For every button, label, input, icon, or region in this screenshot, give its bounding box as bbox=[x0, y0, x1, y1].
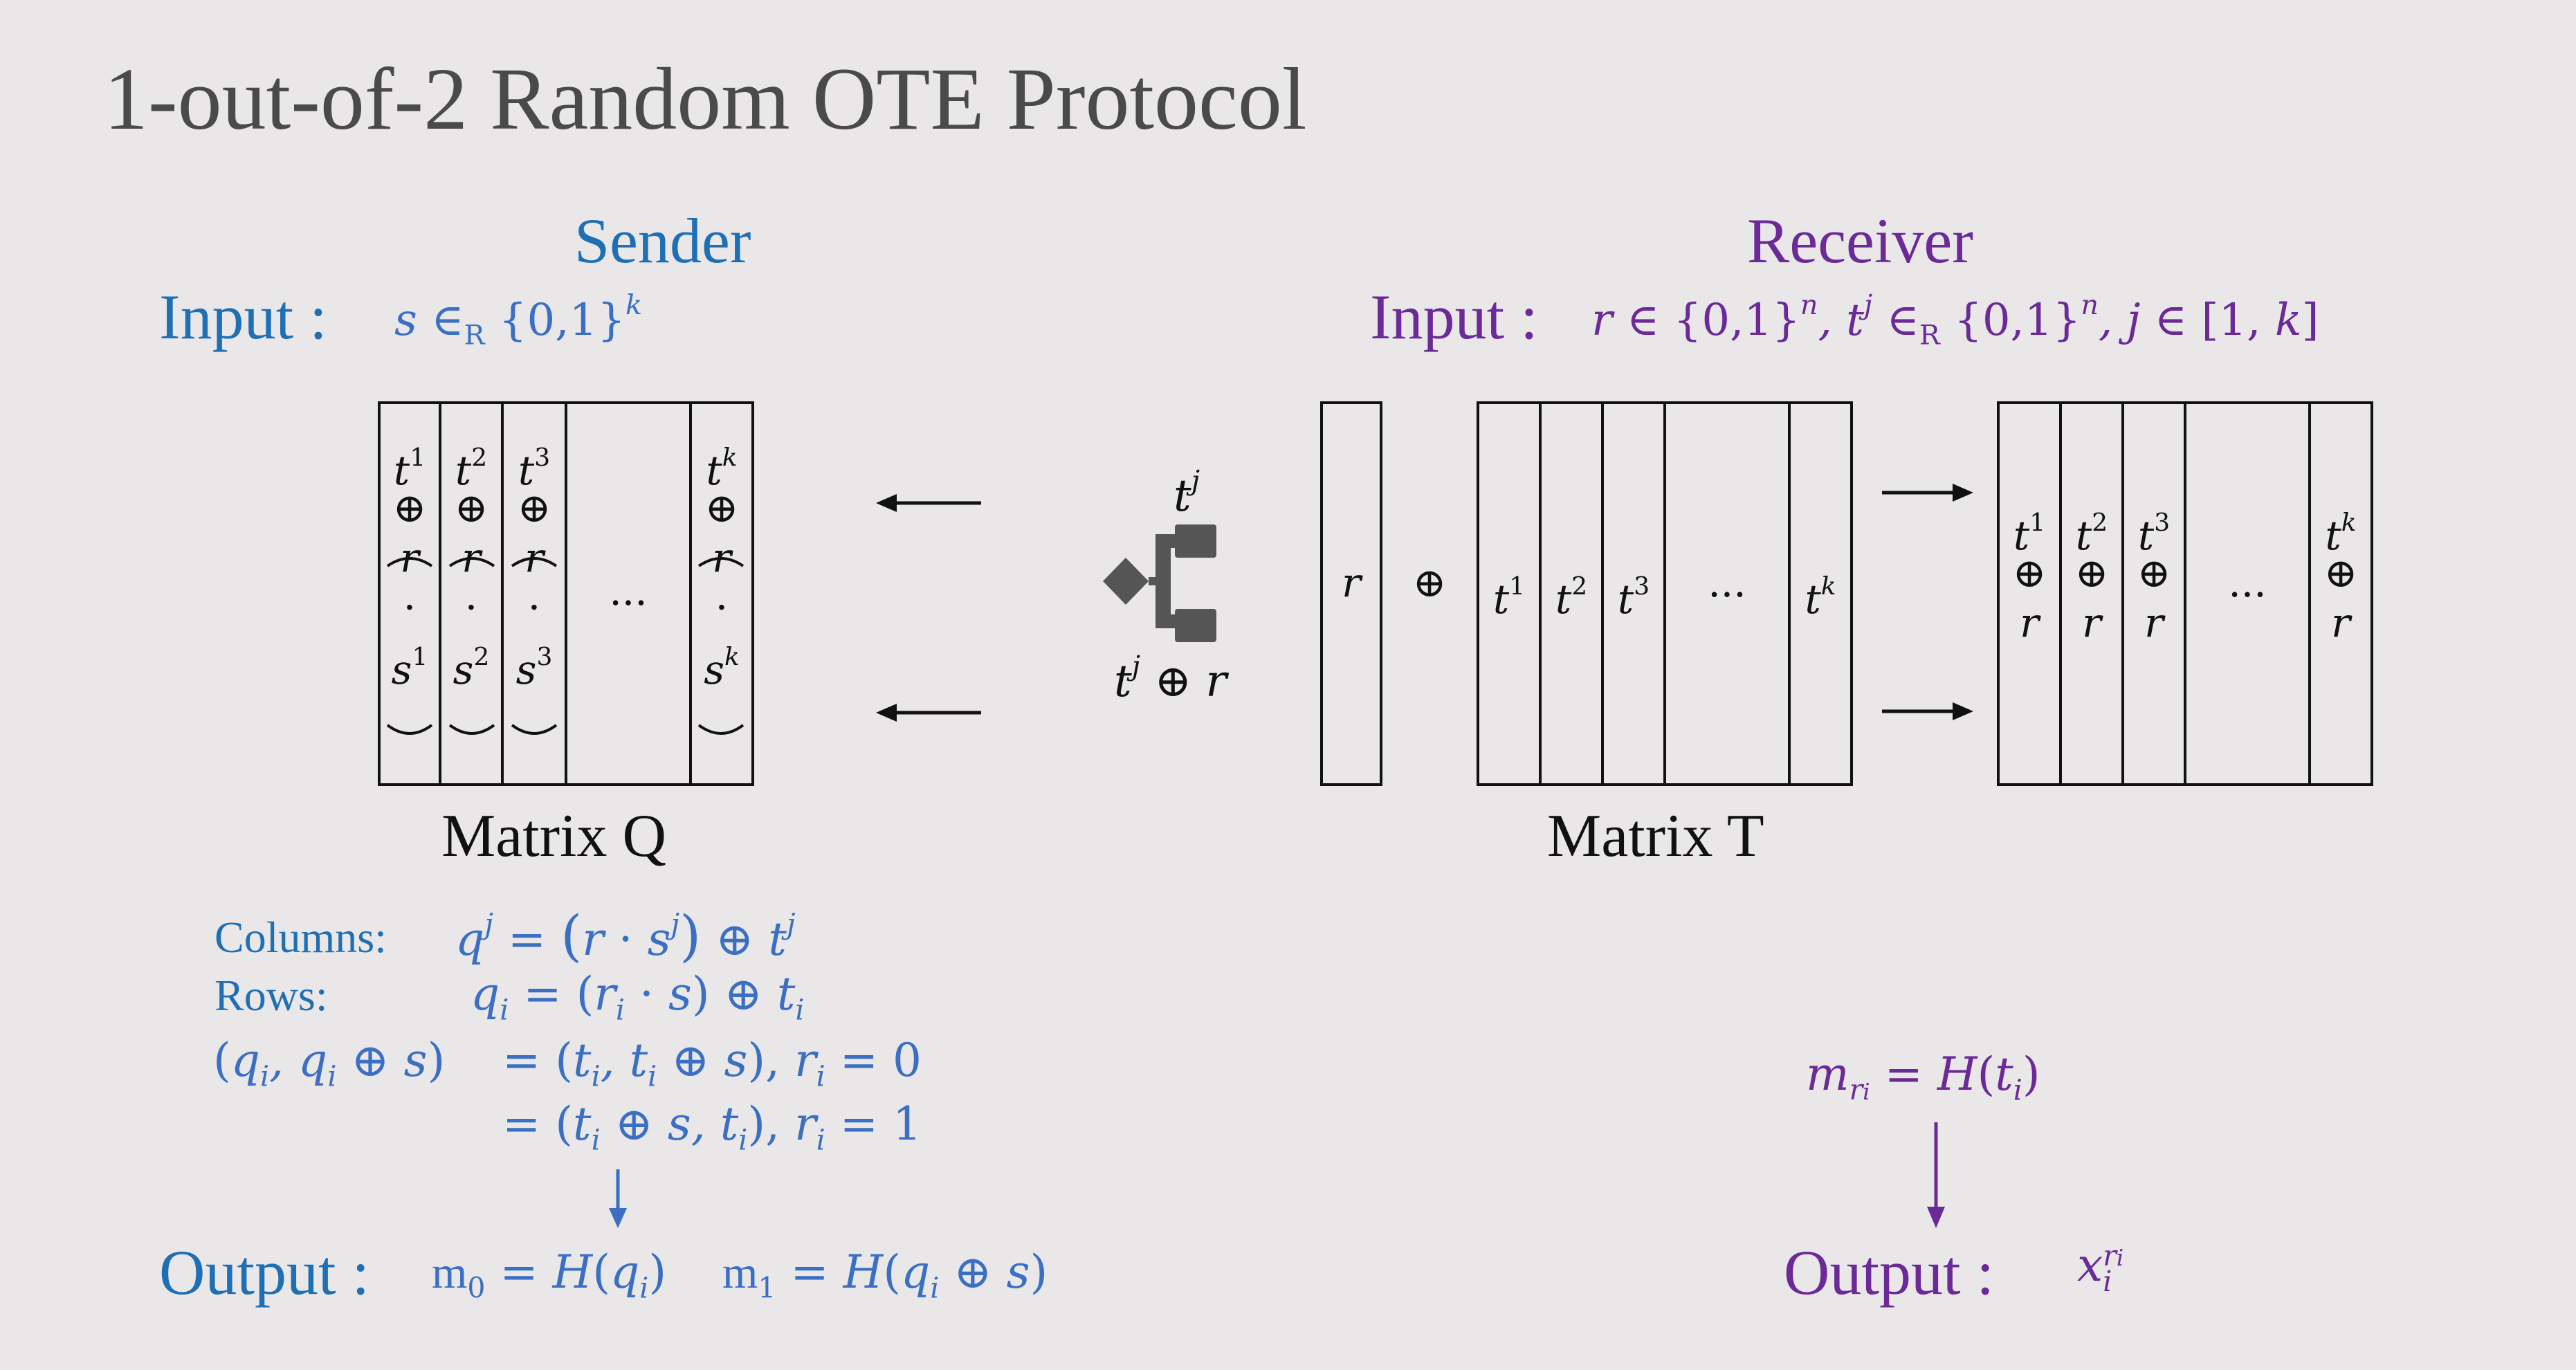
sender-down-arrow bbox=[609, 1169, 627, 1228]
rows-expr: qi = (ri · s) ⊕ ti bbox=[471, 967, 805, 1027]
result-col-1: t1 ⊕ r bbox=[2012, 509, 2047, 646]
arrow-to-sender-top bbox=[876, 494, 981, 512]
sender-output-label: Output : bbox=[159, 1237, 370, 1308]
sender-input-expr: s ∈R {0,1}k bbox=[394, 289, 643, 351]
receiver-input-expr: r ∈ {0,1}n, tj ∈R {0,1}n, j ∈ [1, k] bbox=[1591, 289, 2319, 351]
sender-output-m0: m0 = H(qi) bbox=[432, 1245, 667, 1305]
rows-label: Rows: bbox=[214, 971, 328, 1020]
receiver-input-label: Input : bbox=[1370, 282, 1538, 352]
matrix-t-col-k: tk bbox=[1805, 572, 1836, 623]
matrix-q-col-2: t2 ⊕ r · s2 bbox=[453, 444, 490, 693]
arrow-to-result-bottom bbox=[1882, 702, 1973, 720]
result-col-k: tk ⊕ r bbox=[2323, 509, 2358, 646]
sender-output-m1: m1 = H(qi ⊕ s) bbox=[722, 1245, 1048, 1305]
columns-expr: qj = (r · sj) ⊕ tj bbox=[455, 904, 796, 968]
receiver-output-expr: x ri i bbox=[2077, 1239, 2124, 1298]
xor-operator: ⊕ bbox=[1412, 559, 1447, 606]
matrix-t-ellipsis: ... bbox=[1708, 559, 1746, 606]
message-tj-xor-r: tj ⊕ r bbox=[1114, 650, 1227, 707]
matrix-t-label: Matrix T bbox=[1547, 803, 1764, 870]
result-col-2: t2 ⊕ r bbox=[2074, 509, 2109, 646]
receiver-down-arrow bbox=[1927, 1122, 1945, 1228]
matrix-t bbox=[1477, 401, 1853, 786]
result-col-3: t3 ⊕ r bbox=[2137, 509, 2171, 646]
matrix-q-label: Matrix Q bbox=[441, 803, 667, 870]
matrix-t-xor-r bbox=[1997, 401, 2373, 786]
matrix-t-col-2: t2 bbox=[1555, 572, 1588, 623]
receiver-output-label: Output : bbox=[1784, 1237, 1995, 1308]
message-tj: tj bbox=[1173, 465, 1200, 522]
matrix-q-col-k: tk ⊕ r · sk bbox=[704, 444, 740, 693]
case-0-expr: = (ti, ti ⊕ s), ri = 0 bbox=[502, 1034, 922, 1093]
arrow-to-sender-bottom bbox=[876, 704, 981, 722]
matrix-t-col-3: t3 bbox=[1617, 572, 1650, 623]
matrix-q-ellipsis: ... bbox=[609, 567, 648, 614]
matrix-q-arcs bbox=[386, 557, 745, 735]
ot-switch-icon bbox=[1103, 524, 1216, 642]
matrix-t-col-1: t1 bbox=[1492, 572, 1526, 623]
matrix-q-col-3: t3 ⊕ r · s3 bbox=[515, 444, 553, 693]
receiver-heading: Receiver bbox=[1747, 206, 1973, 276]
vector-r-box bbox=[1320, 401, 1382, 786]
matrix-q bbox=[378, 401, 754, 786]
columns-label: Columns: bbox=[214, 913, 387, 962]
receiver-mri-expr: mri = H(ti) bbox=[1806, 1048, 2040, 1107]
matrix-q-col-1: t1 ⊕ r · s1 bbox=[391, 444, 428, 693]
result-ellipsis: ... bbox=[2228, 559, 2267, 606]
vector-r-cell: r bbox=[1342, 559, 1361, 606]
sender-input-label: Input : bbox=[159, 282, 327, 352]
sender-heading: Sender bbox=[574, 206, 751, 276]
pair-expr: (qi, qi ⊕ s) bbox=[213, 1034, 446, 1093]
case-1-expr: = (ti ⊕ s, ti), ri = 1 bbox=[502, 1097, 922, 1157]
page-title: 1-out-of-2 Random OTE Protocol bbox=[104, 50, 1307, 148]
arrow-to-result-top bbox=[1882, 484, 1973, 502]
